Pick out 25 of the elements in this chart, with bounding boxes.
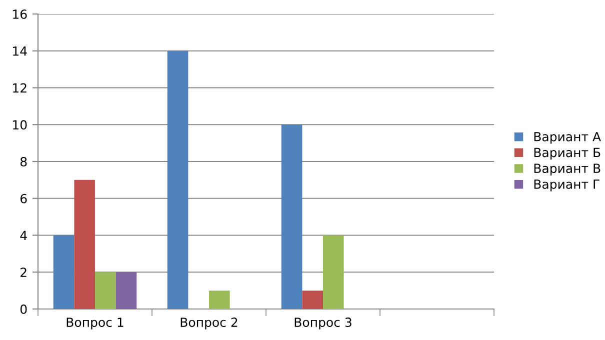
bar bbox=[95, 272, 116, 309]
legend-label: Вариант А bbox=[534, 132, 601, 144]
y-tick-label: 6 bbox=[20, 194, 27, 204]
y-tick-label: 8 bbox=[20, 156, 27, 166]
bar bbox=[53, 235, 74, 309]
bar bbox=[281, 124, 302, 309]
y-tick-label: 4 bbox=[20, 230, 27, 240]
x-tick-label: Вопрос 2 bbox=[180, 318, 238, 330]
bar bbox=[302, 290, 323, 309]
bar bbox=[74, 180, 95, 309]
legend-label: Вариант Г bbox=[534, 180, 600, 192]
y-tick-label: 0 bbox=[20, 304, 27, 314]
x-tick-label: Вопрос 3 bbox=[294, 318, 352, 330]
y-tick-label: 12 bbox=[13, 83, 26, 92]
legend-label: Вариант Б bbox=[534, 148, 600, 160]
legend-label: Вариант В bbox=[534, 164, 600, 176]
y-tick-label: 2 bbox=[20, 268, 26, 277]
y-tick-label: 14 bbox=[13, 46, 27, 56]
bar bbox=[116, 272, 137, 309]
bar bbox=[167, 50, 188, 309]
bar bbox=[323, 235, 344, 309]
bar bbox=[209, 290, 230, 309]
y-tick-label: 16 bbox=[13, 9, 27, 19]
x-tick-label: Вопрос 1 bbox=[66, 318, 124, 330]
y-tick-label: 10 bbox=[13, 120, 27, 130]
